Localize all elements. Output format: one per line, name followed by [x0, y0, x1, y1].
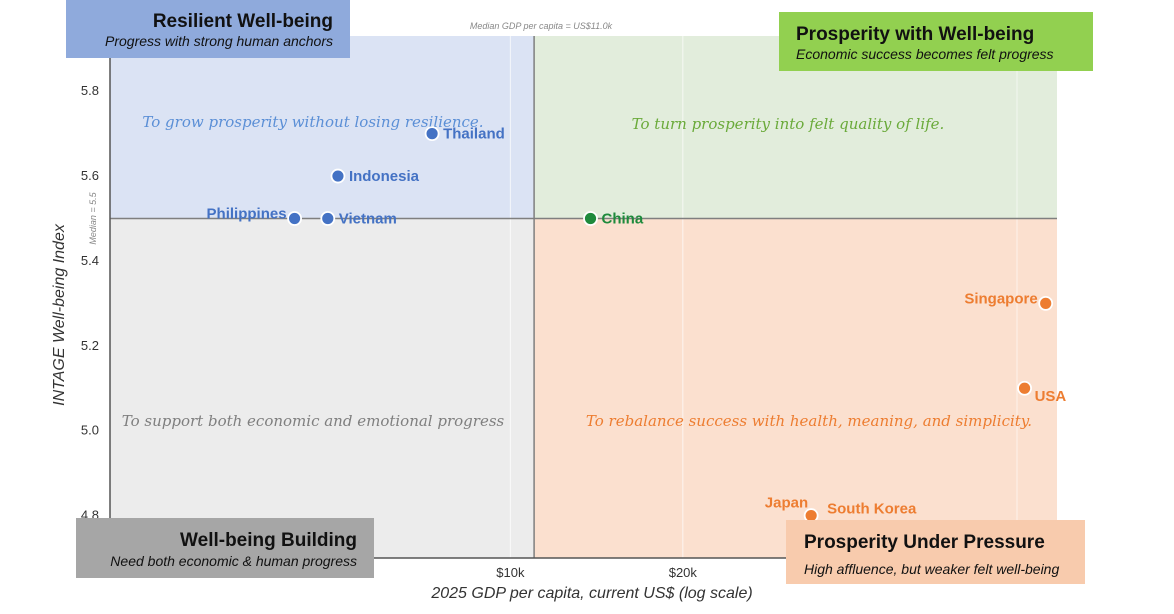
data-point-china — [583, 211, 598, 226]
quadrant-subtitle: High affluence, but weaker felt well-bei… — [804, 561, 1059, 577]
quadrant-box-bg — [779, 12, 1093, 71]
x-tick-label: $20k — [669, 565, 698, 580]
quadrant-bg-pressure — [534, 218, 1057, 559]
data-point-thailand — [424, 126, 440, 142]
quadrant-title: Well-being Building — [180, 530, 357, 551]
y-tick-label: 5.4 — [81, 253, 99, 268]
point-label: Indonesia — [349, 168, 420, 185]
data-point-vietnam — [320, 211, 336, 226]
point-label: Singapore — [964, 290, 1037, 307]
data-point-philippines — [287, 211, 302, 226]
point-label: Vietnam — [339, 210, 397, 227]
data-point-usa — [1017, 380, 1032, 396]
y-tick-label: 5.0 — [81, 423, 99, 438]
y-tick-label: 5.2 — [81, 338, 99, 353]
quadrant-title-box-pressure: Prosperity Under Pressure High affluence,… — [786, 520, 1085, 584]
point-label: South Korea — [827, 501, 917, 518]
quadrant-message-pressure: To rebalance success with health, meanin… — [586, 412, 1032, 430]
point-label: Philippines — [207, 205, 287, 222]
quadrant-box-bg — [76, 518, 374, 578]
quadrant-title-box-building: Well-being Building Need both economic & … — [76, 518, 374, 578]
y-tick-label: 5.8 — [81, 83, 99, 98]
point-label: Japan — [765, 495, 808, 512]
quadrant-message-prosperity: To turn prosperity into felt quality of … — [632, 115, 945, 133]
y-tick-label: 5.6 — [81, 168, 99, 183]
data-point-indonesia — [330, 168, 346, 184]
quadrant-bg-resilient — [110, 36, 535, 219]
quadrant-subtitle: Economic success becomes felt progress — [796, 46, 1054, 62]
y-axis-label: INTAGE Well-being Index — [51, 223, 68, 406]
quadrant-title: Prosperity Under Pressure — [804, 532, 1045, 553]
x-tick-label: $10k — [496, 565, 525, 580]
quadrant-bg-building — [110, 218, 535, 559]
quadrant-message-resilient: To grow prosperity without losing resili… — [142, 113, 483, 131]
point-label: Thailand — [443, 126, 505, 143]
x-axis-label: 2025 GDP per capita, current US$ (log sc… — [430, 585, 752, 602]
quadrant-subtitle: Progress with strong human anchors — [105, 33, 333, 49]
quadrant-subtitle: Need both economic & human progress — [110, 553, 357, 569]
point-label: China — [602, 210, 644, 227]
point-label: USA — [1035, 388, 1067, 405]
median-x-label: Median GDP per capita = US$11.0k — [470, 21, 613, 31]
quadrant-box-bg — [786, 520, 1085, 584]
quadrant-title: Prosperity with Well-being — [796, 24, 1034, 45]
median-y-label: Median = 5.5 — [88, 191, 98, 244]
quadrant-box-bg — [66, 0, 350, 58]
quadrant-title: Resilient Well-being — [153, 11, 333, 32]
data-point-singapore — [1038, 295, 1054, 311]
quadrant-message-building: To support both economic and emotional p… — [122, 412, 505, 430]
